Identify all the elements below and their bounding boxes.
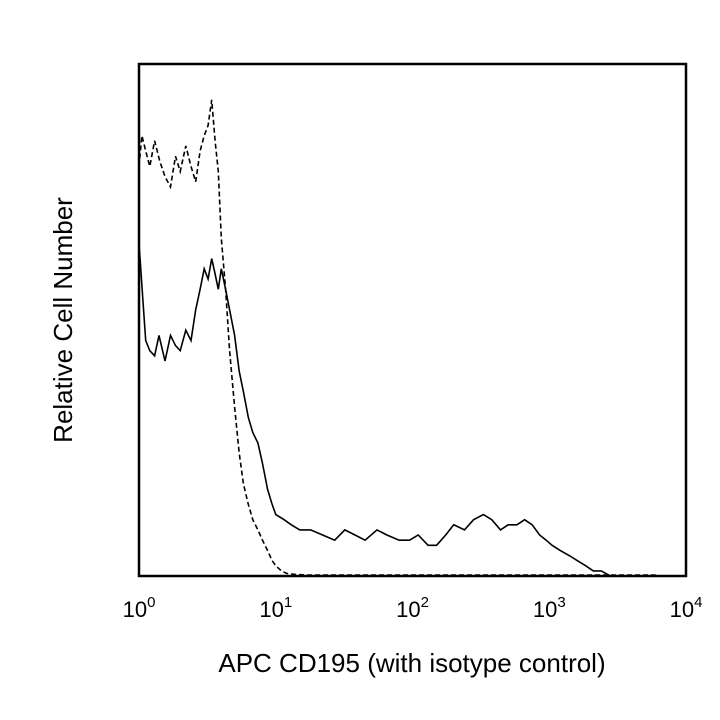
x-axis-title: APC CD195 (with isotype control) xyxy=(218,648,605,678)
y-axis-title: Relative Cell Number xyxy=(48,197,78,443)
x-tick-label-3: 103 xyxy=(533,594,566,622)
plot-frame xyxy=(137,62,688,578)
x-tick-label-0: 100 xyxy=(123,594,156,622)
series-layer xyxy=(138,99,656,577)
x-tick-label-2: 102 xyxy=(396,594,429,622)
x-tick-labels: 100 101 102 103 104 xyxy=(123,594,703,622)
isotype-control-curve xyxy=(138,99,656,576)
x-tick-label-1: 101 xyxy=(259,594,292,622)
x-tick-label-4: 104 xyxy=(670,594,703,622)
cd195-stained-curve xyxy=(138,243,624,577)
